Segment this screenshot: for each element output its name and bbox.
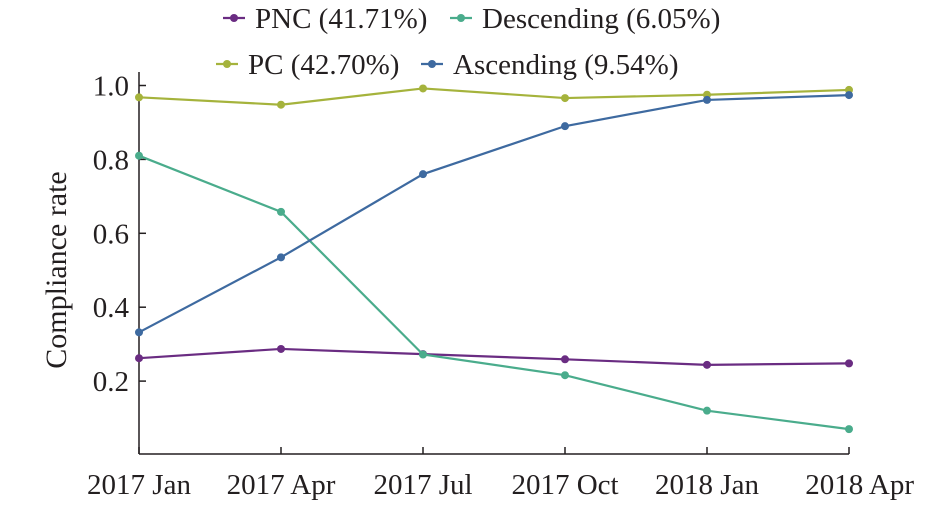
y-tick-label: 0.8 — [93, 144, 129, 176]
y-axis-ticks: 0.2 0.4 0.6 0.8 1.0 — [93, 71, 146, 398]
legend-item-descending: Descending (6.05%) — [450, 3, 720, 35]
y-tick-label: 1.0 — [93, 71, 129, 103]
data-point-ascending — [561, 122, 569, 131]
x-tick-label: 2017 Oct — [511, 469, 618, 501]
series-line-descending — [138, 154, 850, 431]
legend-label-ascending: Ascending (9.54%) — [453, 49, 679, 81]
data-point-pc — [277, 100, 285, 109]
data-point-ascending — [135, 328, 143, 337]
x-axis-ticks: 2017 Jan 2017 Apr 2017 Jul 2017 Oct 2018 Jan… — [87, 447, 914, 501]
data-point-descending — [277, 207, 285, 216]
data-point-descending — [561, 371, 569, 380]
data-point-pc — [561, 94, 569, 103]
series-line-pnc — [138, 347, 850, 366]
data-point-ascending — [845, 91, 853, 100]
data-point-pc — [135, 93, 143, 102]
x-tick-label: 2018 Apr — [805, 469, 914, 501]
legend-marker-pc — [223, 60, 231, 68]
data-point-ascending — [419, 170, 427, 179]
legend-item-ascending: Ascending (9.54%) — [421, 49, 679, 81]
legend: PNC (41.71%) Descending (6.05%) PC (42.7… — [216, 3, 720, 81]
legend-item-pnc: PNC (41.71%) — [223, 3, 427, 35]
legend-marker-descending — [457, 14, 465, 22]
y-axis-title: Compliance rate — [40, 171, 73, 368]
series-pc — [135, 84, 853, 109]
legend-label-pc: PC (42.70%) — [248, 49, 399, 81]
series-descending — [135, 151, 853, 434]
data-point-pnc — [135, 354, 143, 363]
legend-marker-ascending — [428, 60, 436, 68]
data-point-pc — [419, 84, 427, 93]
data-point-descending — [703, 406, 711, 415]
data-point-ascending — [277, 253, 285, 262]
y-tick-label: 0.2 — [93, 366, 129, 398]
data-point-pnc — [703, 360, 711, 369]
data-point-descending — [845, 425, 853, 434]
series-group — [135, 84, 853, 434]
y-tick-label: 0.6 — [93, 218, 129, 250]
legend-label-descending: Descending (6.05%) — [482, 3, 720, 35]
data-point-pnc — [277, 344, 285, 353]
data-point-descending — [135, 151, 143, 160]
y-tick-label: 0.4 — [93, 292, 130, 324]
series-line-ascending — [138, 94, 850, 334]
legend-label-pnc: PNC (41.71%) — [255, 3, 427, 35]
series-ascending — [135, 91, 853, 337]
x-tick-label: 2017 Apr — [227, 469, 336, 501]
data-point-pnc — [561, 355, 569, 364]
x-tick-label: 2018 Jan — [655, 469, 759, 501]
x-tick-label: 2017 Jul — [373, 469, 472, 501]
x-tick-label: 2017 Jan — [87, 469, 191, 501]
legend-marker-pnc — [230, 14, 238, 22]
data-point-ascending — [703, 95, 711, 104]
data-point-pnc — [845, 359, 853, 368]
series-line-pc — [138, 87, 850, 106]
axes — [138, 72, 849, 455]
legend-item-pc: PC (42.70%) — [216, 49, 399, 81]
data-point-descending — [419, 350, 427, 359]
